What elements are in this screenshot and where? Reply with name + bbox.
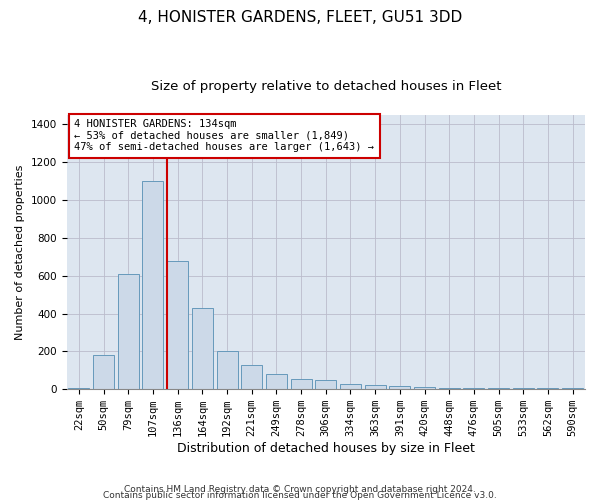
Bar xyxy=(290,379,311,389)
Bar xyxy=(389,386,410,389)
Bar xyxy=(562,388,583,389)
Bar xyxy=(414,388,435,389)
Bar xyxy=(167,260,188,389)
Bar xyxy=(118,274,139,389)
Bar xyxy=(340,384,361,389)
Bar xyxy=(439,388,460,389)
Y-axis label: Number of detached properties: Number of detached properties xyxy=(15,164,25,340)
Bar xyxy=(538,388,559,389)
Text: Contains public sector information licensed under the Open Government Licence v3: Contains public sector information licen… xyxy=(103,490,497,500)
Bar xyxy=(192,308,213,389)
Bar xyxy=(488,388,509,389)
Bar xyxy=(241,364,262,389)
Text: Contains HM Land Registry data © Crown copyright and database right 2024.: Contains HM Land Registry data © Crown c… xyxy=(124,484,476,494)
X-axis label: Distribution of detached houses by size in Fleet: Distribution of detached houses by size … xyxy=(177,442,475,455)
Bar xyxy=(93,355,114,389)
Title: Size of property relative to detached houses in Fleet: Size of property relative to detached ho… xyxy=(151,80,501,93)
Bar xyxy=(217,352,238,389)
Text: 4 HONISTER GARDENS: 134sqm
← 53% of detached houses are smaller (1,849)
47% of s: 4 HONISTER GARDENS: 134sqm ← 53% of deta… xyxy=(74,119,374,152)
Text: 4, HONISTER GARDENS, FLEET, GU51 3DD: 4, HONISTER GARDENS, FLEET, GU51 3DD xyxy=(138,10,462,25)
Bar xyxy=(315,380,336,389)
Bar xyxy=(68,388,89,389)
Bar xyxy=(142,181,163,389)
Bar xyxy=(513,388,534,389)
Bar xyxy=(266,374,287,389)
Bar xyxy=(365,386,386,389)
Bar xyxy=(463,388,484,389)
